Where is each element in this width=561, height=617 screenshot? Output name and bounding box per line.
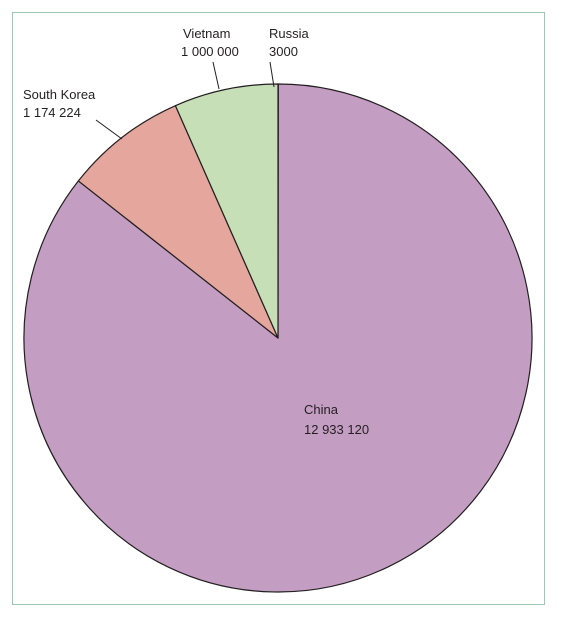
- label-south-korea-value: 1 174 224: [23, 105, 81, 120]
- pie-slice-south-korea: [77, 105, 279, 339]
- pie-slice-vietnam: [174, 83, 279, 339]
- label-vietnam-name: Vietnam: [183, 26, 230, 41]
- label-vietnam-value: 1 000 000: [181, 44, 239, 59]
- leader-line-vietnam: [212, 61, 220, 90]
- label-south-korea-name: South Korea: [23, 87, 96, 102]
- leader-line-south-korea: [95, 119, 123, 140]
- label-china-name: China: [304, 402, 339, 417]
- leader-line-russia: [269, 61, 275, 88]
- label-china-value: 12 933 120: [304, 422, 369, 437]
- leader-lines: [95, 61, 275, 140]
- pie-slices: [23, 83, 533, 593]
- label-russia-value: 3000: [269, 44, 298, 59]
- label-russia-name: Russia: [269, 26, 310, 41]
